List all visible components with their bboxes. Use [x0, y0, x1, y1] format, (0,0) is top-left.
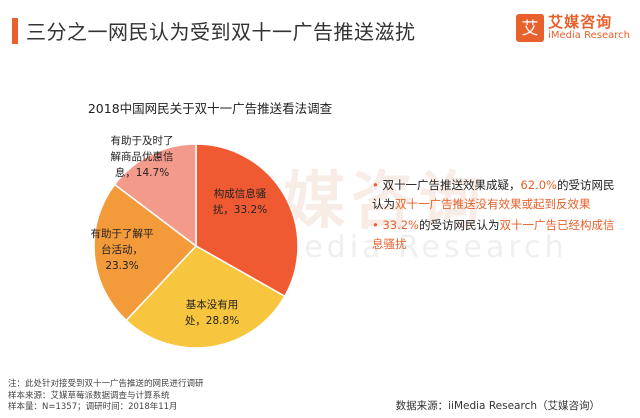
brand-name-cn: 艾媒咨询: [548, 12, 613, 31]
brand-logo: 艾 艾媒咨询 iMedia Research: [516, 14, 630, 42]
slice-information-harassment: [195, 143, 299, 298]
brand-name-en: iMedia Research: [548, 29, 630, 41]
bullet-icon: •: [372, 178, 379, 192]
data-source: 数据来源：iiMedia Research（艾媒咨询）: [395, 400, 600, 412]
imedia-logo-icon: 艾: [516, 14, 545, 42]
svg-text:艾: 艾: [522, 19, 539, 39]
page-title: 三分之一网民认为受到双十一广告推送滋扰: [26, 20, 416, 44]
footer-note: 注：此处针对接受到双十一广告推送的网民进行调研: [8, 379, 204, 389]
footer-sample-source: 样本来源：艾媒草莓派数据调查与计算系统: [8, 390, 170, 401]
slice-label: 基本没有用: [186, 298, 239, 311]
footer-notes: 注：此处针对接受到双十一广告推送的网民进行调研 样本来源：艾媒草莓派数据调查与计…: [8, 379, 204, 414]
slice-label: 处，28.8%: [185, 315, 239, 327]
annotation-block: • 双十一广告推送效果成疑，62.0%的受访网民认为双十一广告推送没有效果或起到…: [372, 176, 622, 254]
slice-discount-info: [113, 143, 197, 248]
slice-label: 23.3%: [105, 260, 138, 272]
bullet-icon: •: [372, 218, 379, 232]
chart-title: 2018中国网民关于双十一广告推送看法调查: [87, 101, 333, 116]
slice-label: 扰，33.2%: [213, 203, 267, 216]
annotation-2: • 33.2%的受访网民认为双十一广告已经构成信息骚扰: [372, 218, 615, 251]
slice-label: 构成信息骚: [214, 187, 267, 200]
slice-platform-activities: [93, 183, 198, 322]
slice-label: 有助于及时了: [111, 134, 174, 147]
title-accent-bar: [12, 18, 18, 44]
footer-sample-size: 样本量：N=1357；调研时间：2018年11月: [8, 402, 178, 412]
slice-basically-useless: [125, 245, 286, 349]
slice-label: 解商品优惠信: [111, 150, 174, 163]
slice-label: 息，14.7%: [115, 166, 169, 179]
slice-label: 台活动，: [101, 243, 143, 256]
annotation-1: • 双十一广告推送效果成疑，62.0%的受访网民认为双十一广告推送没有效果或起到…: [372, 178, 615, 211]
slice-label: 有助于了解平: [91, 227, 154, 240]
watermark-en: iMedia Research: [262, 230, 568, 265]
